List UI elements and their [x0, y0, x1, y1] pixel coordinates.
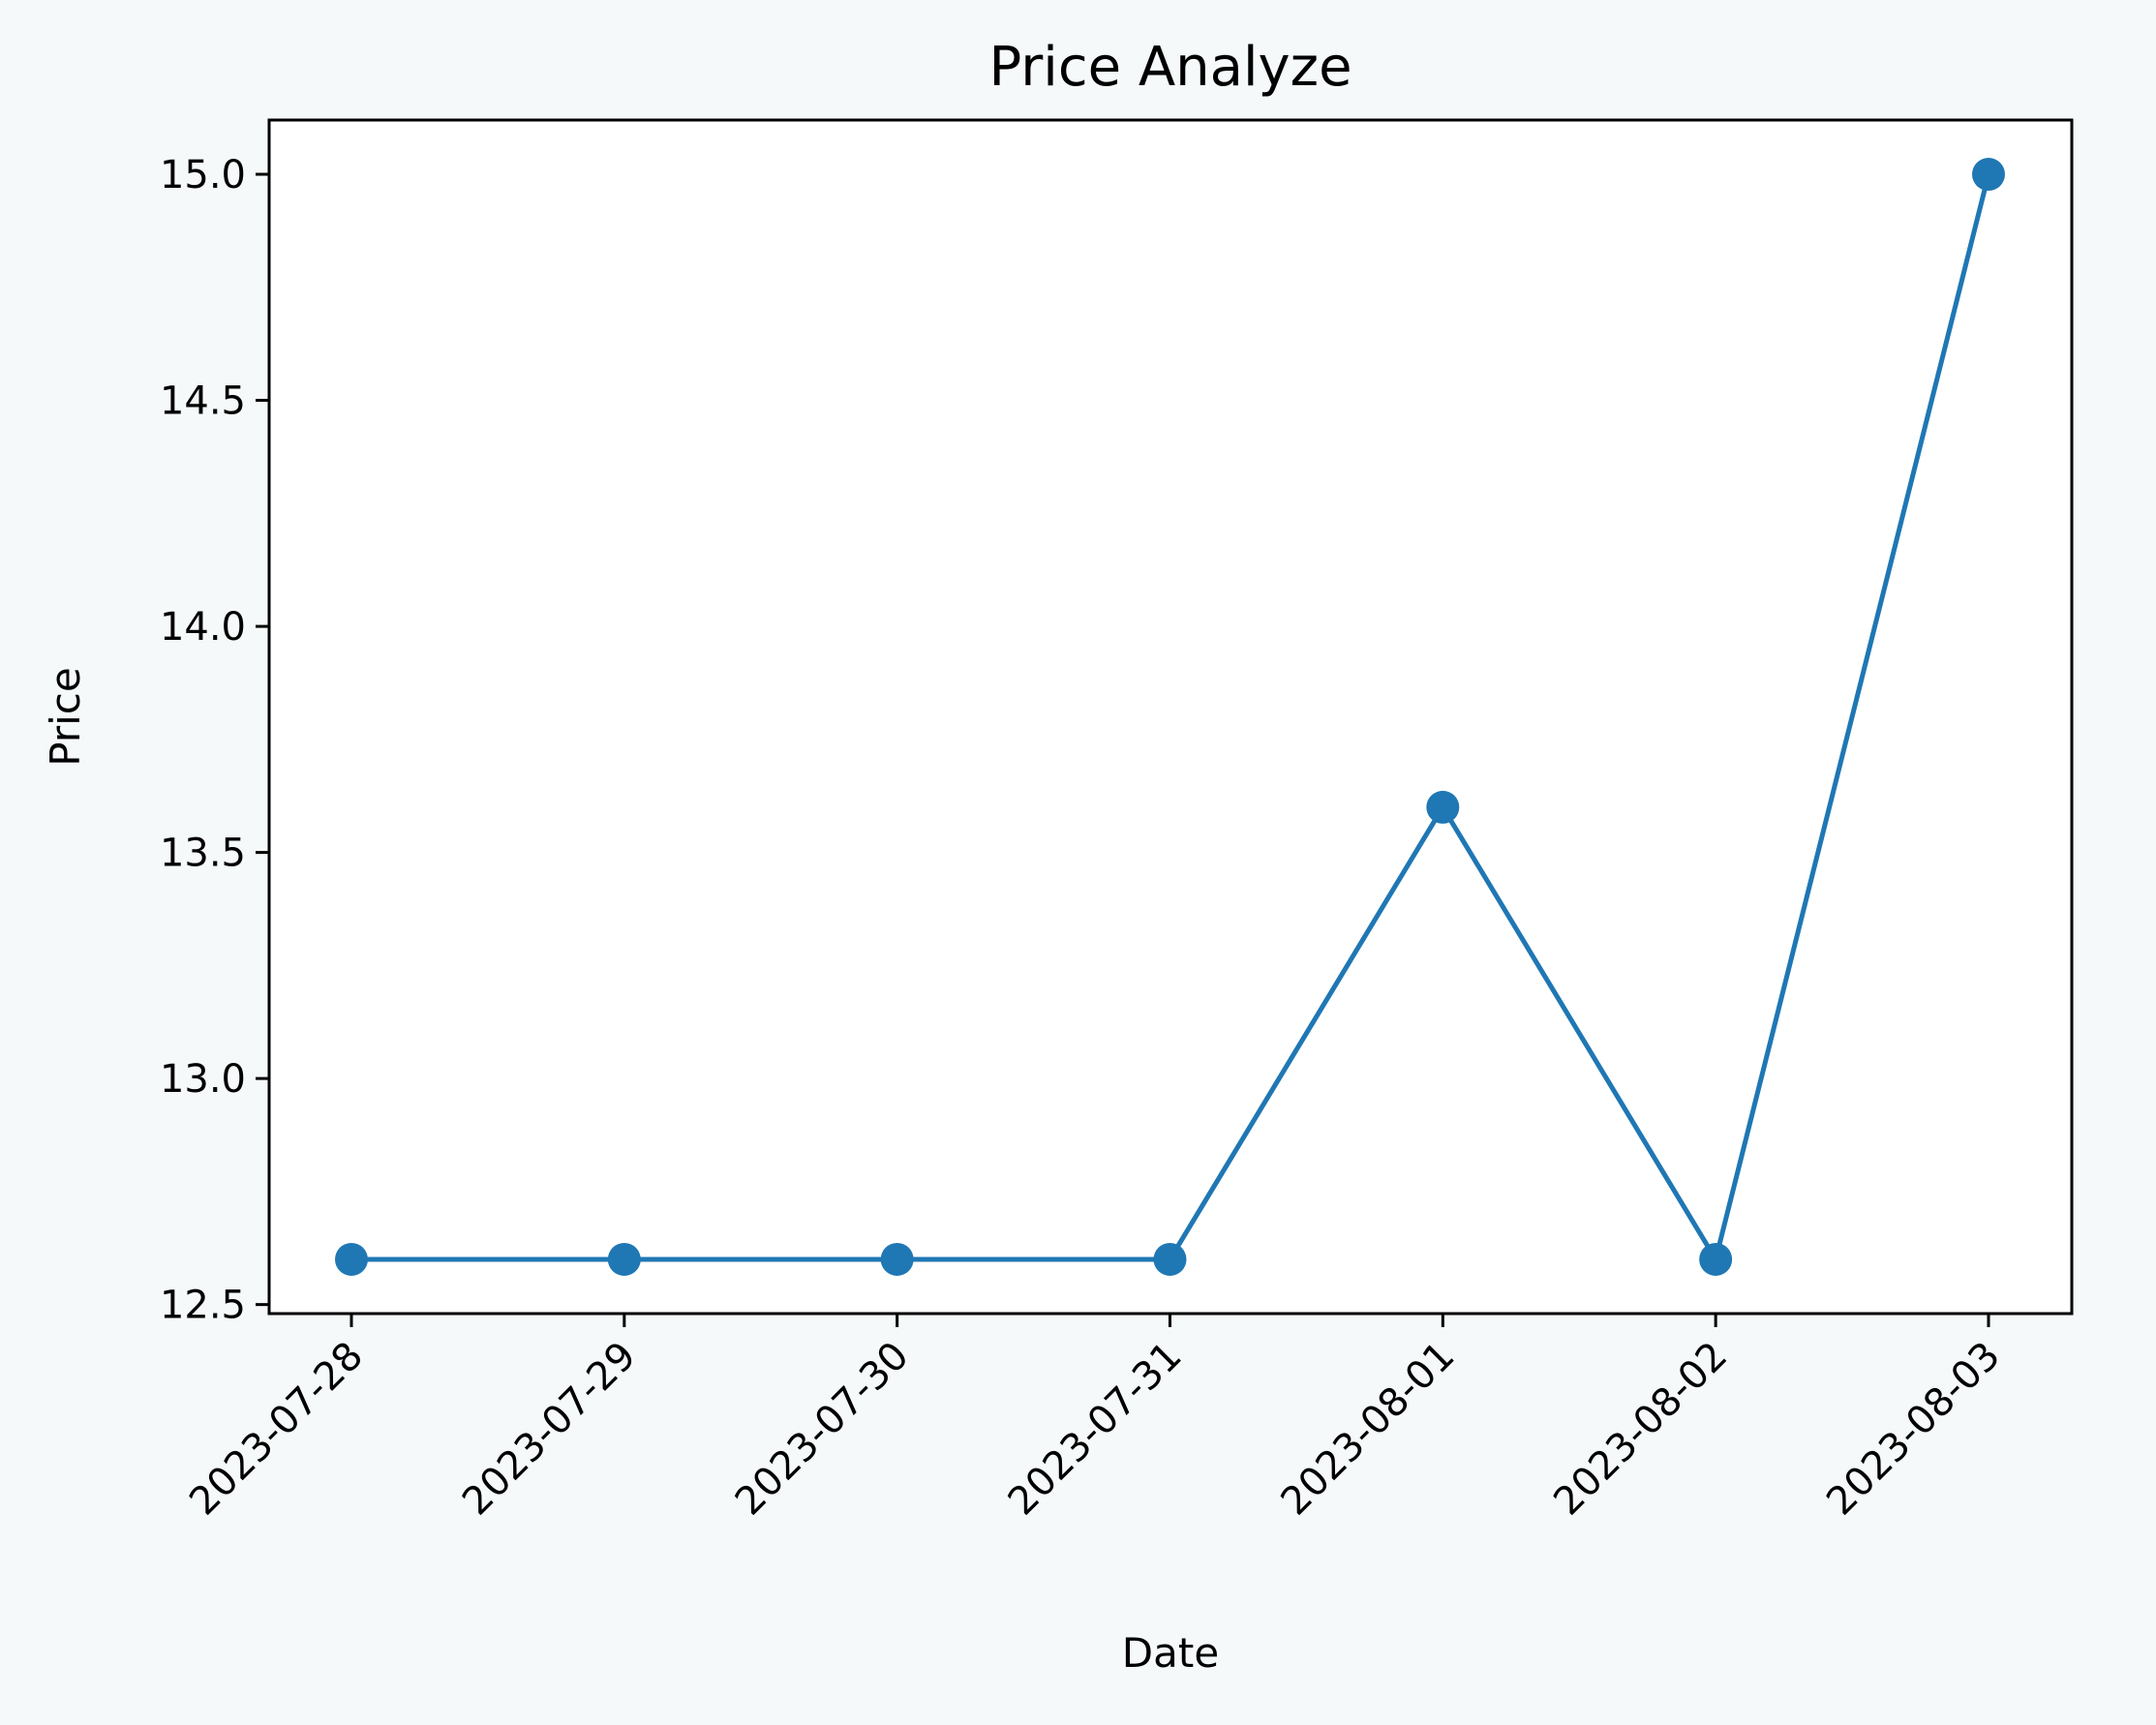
data-point: [880, 1242, 914, 1276]
y-tick-label: 14.5: [160, 379, 246, 424]
y-axis-label: Price: [42, 667, 89, 766]
y-tick-label: 14.0: [160, 605, 246, 650]
x-axis-label: Date: [1122, 1629, 1219, 1677]
y-tick-label: 15.0: [160, 153, 246, 197]
data-point: [1972, 158, 2005, 192]
data-point: [1426, 790, 1460, 824]
y-tick-label: 12.5: [160, 1284, 246, 1328]
data-point: [1699, 1242, 1733, 1276]
chart-title: Price Analyze: [988, 36, 1351, 99]
data-point: [607, 1242, 641, 1276]
y-tick-label: 13.5: [160, 832, 246, 876]
y-tick-label: 13.0: [160, 1057, 246, 1102]
plot-area: [269, 120, 2072, 1314]
data-point: [335, 1242, 368, 1276]
data-point: [1153, 1242, 1187, 1276]
